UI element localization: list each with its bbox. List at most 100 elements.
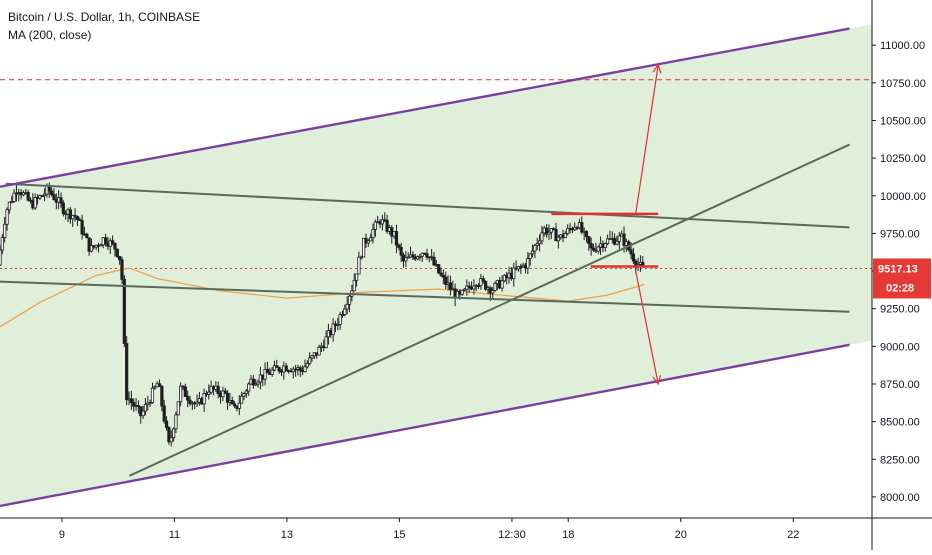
candle-body: [526, 258, 530, 269]
candle-body: [336, 324, 340, 326]
x-tick-label: 22: [787, 529, 799, 541]
candle-body: [99, 244, 103, 247]
candle-body: [535, 243, 539, 246]
candle-body: [75, 216, 80, 220]
candle-body: [444, 276, 448, 285]
candle-body: [418, 255, 422, 258]
y-tick-label: 10500.00: [880, 115, 926, 127]
candle-body: [362, 237, 366, 258]
candle-body: [3, 223, 7, 238]
candle-body: [338, 314, 342, 325]
candle-body: [354, 273, 359, 281]
candle-body: [310, 355, 314, 359]
y-tick-label: 8750.00: [880, 379, 920, 391]
candle-body: [176, 401, 180, 416]
x-tick-label: 9: [59, 529, 65, 541]
candle-body: [303, 366, 307, 373]
candle-body: [587, 236, 591, 245]
candle-body: [317, 346, 321, 356]
projection-down-arrow-head: [652, 375, 662, 386]
candle-body: [399, 247, 403, 256]
candle-body: [324, 336, 328, 349]
symbol-title: Bitcoin / U.S. Dollar, 1h, COINBASE: [8, 10, 201, 24]
trendline-descending-lower: [0, 280, 850, 313]
candle-body: [0, 249, 2, 266]
projection-up-arrow: [635, 64, 659, 214]
candle-body: [460, 289, 464, 295]
candle-body: [247, 383, 251, 392]
candle-body: [87, 237, 91, 252]
candle-body: [629, 249, 633, 255]
candle-body: [631, 253, 636, 262]
candle-body: [484, 280, 488, 290]
projection-up-arrow-head: [652, 63, 662, 74]
y-tick-label: 11000.00: [880, 40, 925, 52]
channel-upper-line: [0, 27, 850, 188]
candle-body: [254, 383, 258, 386]
candle-body: [371, 229, 375, 239]
candle-body: [641, 261, 645, 266]
candle-body: [528, 253, 532, 259]
candle-body: [85, 233, 89, 239]
trendline-ascending: [128, 143, 850, 477]
candle-body: [432, 256, 436, 266]
candle-body: [415, 256, 420, 260]
candle-body: [179, 385, 183, 403]
bar-countdown: 02:28: [886, 282, 914, 294]
candle-body: [61, 202, 65, 214]
candle-body: [242, 393, 246, 397]
candle-body: [359, 256, 363, 259]
candle-body: [441, 274, 445, 278]
candle-body: [52, 194, 56, 200]
candle-body: [462, 288, 467, 291]
candle-body: [481, 278, 485, 282]
candle-body: [406, 256, 410, 259]
candle-body: [437, 264, 441, 274]
candle-body: [167, 427, 171, 443]
candle-body: [164, 420, 169, 428]
candle-body: [512, 267, 516, 279]
x-tick-label: 13: [281, 529, 293, 541]
y-tick-label: 9750.00: [880, 228, 920, 240]
candle-body: [549, 228, 553, 233]
candle-body: [566, 228, 570, 234]
candle-body: [369, 237, 373, 242]
candle-body: [68, 209, 72, 220]
candle-body: [33, 196, 37, 209]
candle-body: [118, 256, 122, 261]
candle-body: [113, 242, 117, 250]
x-tick-label: 18: [562, 529, 574, 541]
candle-body: [162, 405, 166, 422]
candle-body: [89, 245, 94, 252]
candle-body: [174, 414, 178, 430]
candle-body: [331, 323, 335, 336]
y-tick-label: 8250.00: [880, 454, 920, 466]
candle-body: [298, 367, 302, 371]
candle-body: [439, 272, 443, 276]
candle-body: [580, 222, 584, 233]
candle-body: [563, 233, 567, 239]
y-tick-label: 10750.00: [880, 78, 926, 90]
candle-body: [272, 365, 277, 371]
candle-body: [195, 401, 199, 405]
candle-body: [584, 230, 589, 237]
candle-body: [244, 390, 248, 394]
candle-body: [150, 387, 155, 404]
candle-body: [476, 285, 481, 287]
candle-body: [479, 278, 483, 286]
candle-body: [141, 410, 145, 417]
candle-body: [42, 193, 47, 197]
candle-body: [425, 253, 429, 258]
candle-body: [533, 245, 537, 252]
channel-lower-line: [0, 343, 850, 508]
candle-body: [169, 437, 173, 443]
candle-body: [345, 303, 349, 310]
candle-body: [240, 395, 244, 404]
x-tick-label: 20: [675, 529, 687, 541]
candle-body: [26, 192, 30, 201]
candle-body: [596, 246, 600, 252]
candle-body: [277, 367, 281, 372]
candle-body: [157, 383, 162, 387]
